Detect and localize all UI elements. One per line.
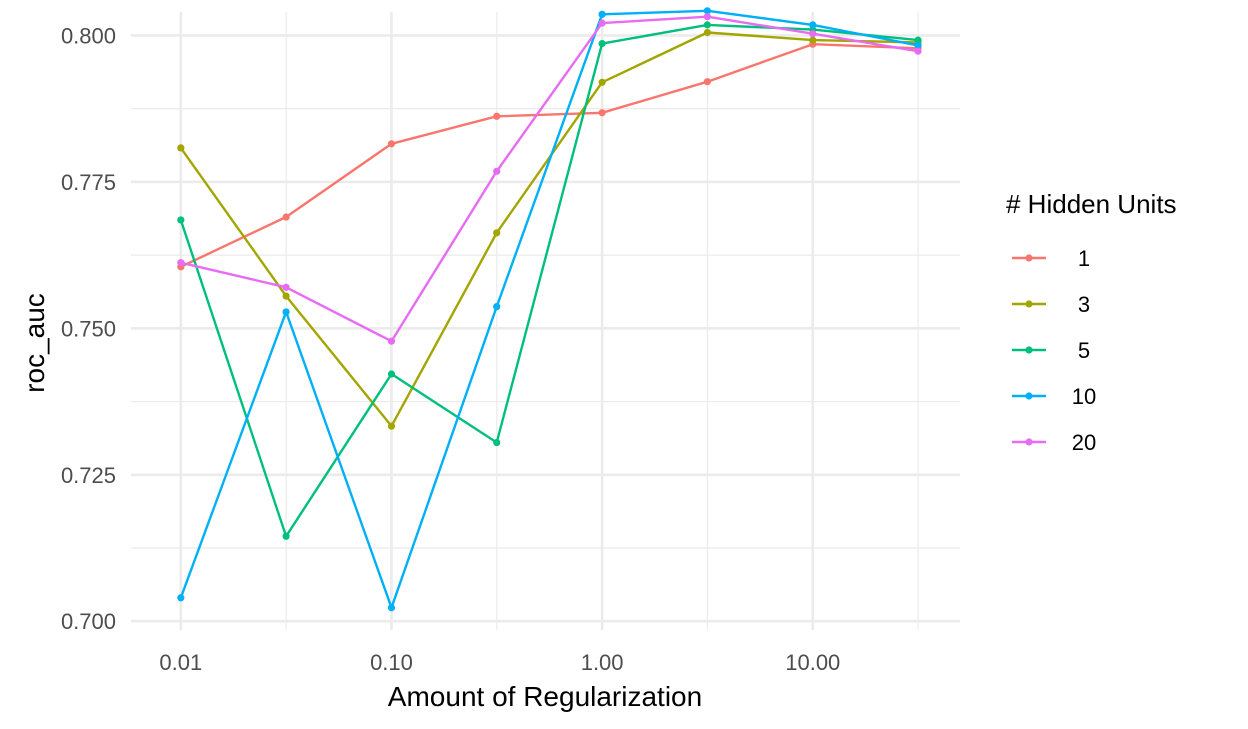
y-tick-label: 0.775 — [61, 170, 116, 195]
data-point — [703, 7, 711, 15]
legend-entry-20: 20 — [1012, 430, 1096, 455]
data-point — [387, 337, 396, 345]
data-point — [809, 36, 817, 44]
data-point — [914, 47, 922, 55]
data-point — [703, 13, 711, 21]
data-point — [914, 41, 922, 49]
data-point — [387, 604, 396, 612]
legend-key-point — [1025, 254, 1033, 262]
x-tick-label: 1.00 — [581, 650, 624, 675]
y-tick-label: 0.725 — [61, 463, 116, 488]
data-point — [387, 140, 396, 148]
data-point — [493, 167, 501, 175]
legend-label: 1 — [1078, 246, 1090, 271]
data-point — [809, 30, 817, 38]
data-point — [493, 112, 501, 120]
legend-label: 3 — [1078, 292, 1090, 317]
x-axis-title: Amount of Regularization — [388, 681, 702, 712]
data-point — [598, 109, 606, 117]
x-tick-label: 10.00 — [785, 650, 840, 675]
data-point — [809, 21, 817, 29]
data-point — [493, 438, 501, 447]
legend-label: 20 — [1072, 430, 1096, 455]
data-point — [493, 229, 501, 237]
series-line-1 — [180, 43, 919, 268]
legend-entry-1: 1 — [1012, 246, 1090, 271]
data-point — [177, 259, 185, 267]
data-point — [598, 40, 606, 48]
y-tick-label: 0.750 — [61, 316, 116, 341]
data-point — [703, 78, 711, 86]
series-line-10 — [179, 9, 919, 609]
data-point — [387, 422, 396, 430]
y-tick-label: 0.800 — [61, 23, 116, 48]
data-point — [282, 532, 290, 540]
series-line-20 — [180, 15, 919, 343]
legend-key-point — [1025, 438, 1033, 446]
legend-key-point — [1025, 300, 1033, 308]
series-20 — [177, 13, 922, 345]
data-point — [282, 292, 290, 300]
data-point — [703, 28, 711, 37]
legend-entry-3: 3 — [1012, 292, 1090, 317]
legend-label: 5 — [1078, 338, 1090, 363]
legend: # Hidden Units 1 3 5 10 20 — [1006, 189, 1177, 455]
data-point — [282, 213, 290, 221]
data-point — [493, 303, 501, 311]
data-point — [598, 10, 606, 18]
series-lines — [177, 7, 922, 612]
data-point — [282, 308, 290, 316]
data-point — [598, 19, 606, 27]
data-point — [598, 78, 606, 86]
series-10 — [177, 7, 922, 612]
tick-labels: 0.700 0.725 0.750 0.775 0.800 0.01 0.10 1.00 10.… — [61, 23, 840, 675]
data-point — [177, 144, 185, 152]
data-point — [387, 370, 396, 378]
data-point — [282, 283, 290, 291]
legend-entry-5: 5 — [1012, 338, 1090, 363]
legend-label: 10 — [1072, 384, 1096, 409]
legend-key-point — [1025, 346, 1033, 354]
y-axis-title: roc_auc — [19, 293, 50, 393]
legend-key-point — [1025, 392, 1033, 400]
data-point — [177, 216, 185, 224]
data-point — [177, 594, 185, 602]
legend-entry-10: 10 — [1012, 384, 1096, 409]
y-tick-label: 0.700 — [61, 609, 116, 634]
series-line-5 — [179, 23, 919, 538]
data-point — [703, 21, 711, 29]
x-tick-label: 0.10 — [370, 650, 413, 675]
series-3 — [177, 28, 922, 430]
series-line-3 — [179, 31, 919, 428]
legend-title: # Hidden Units — [1006, 189, 1177, 219]
x-tick-label: 0.01 — [159, 650, 202, 675]
data-point — [914, 36, 922, 44]
